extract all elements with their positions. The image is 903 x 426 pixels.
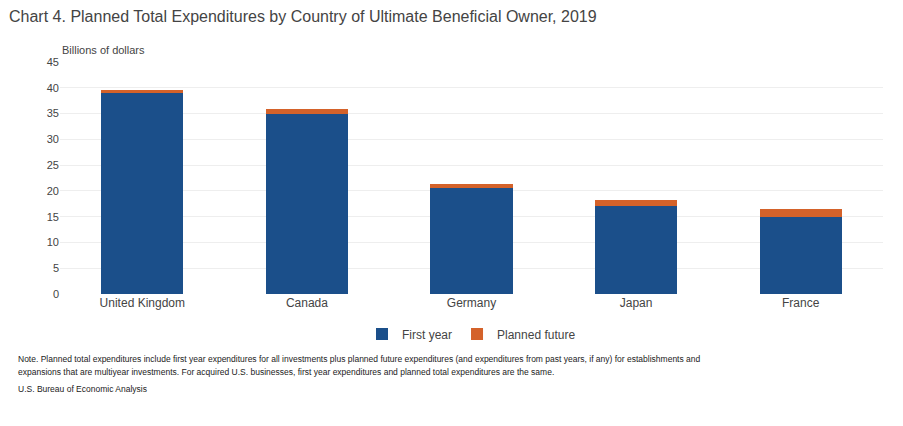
svg-text:Japan: Japan <box>620 296 653 310</box>
svg-text:10: 10 <box>47 236 59 248</box>
svg-text:35: 35 <box>47 107 59 119</box>
svg-text:0: 0 <box>53 288 59 300</box>
svg-text:Canada: Canada <box>286 296 328 310</box>
svg-text:30: 30 <box>47 133 59 145</box>
svg-text:Planned future: Planned future <box>497 328 575 342</box>
svg-text:U.S. Bureau of Economic Analys: U.S. Bureau of Economic Analysis <box>18 384 147 394</box>
svg-text:45: 45 <box>47 56 59 68</box>
svg-text:France: France <box>782 296 820 310</box>
svg-text:expansions that are multiyear: expansions that are multiyear investment… <box>18 367 554 377</box>
svg-text:15: 15 <box>47 211 59 223</box>
svg-text:Chart 4. Planned Total Expendi: Chart 4. Planned Total Expenditures by C… <box>9 8 597 25</box>
svg-text:5: 5 <box>53 262 59 274</box>
svg-text:20: 20 <box>47 185 59 197</box>
svg-text:40: 40 <box>47 82 59 94</box>
svg-text:First year: First year <box>402 328 452 342</box>
svg-text:Germany: Germany <box>447 296 496 310</box>
svg-text:25: 25 <box>47 159 59 171</box>
svg-text:Billions of dollars: Billions of dollars <box>62 44 145 56</box>
svg-text:Note. Planned total expenditur: Note. Planned total expenditures include… <box>18 354 701 364</box>
svg-text:United Kingdom: United Kingdom <box>100 296 185 310</box>
